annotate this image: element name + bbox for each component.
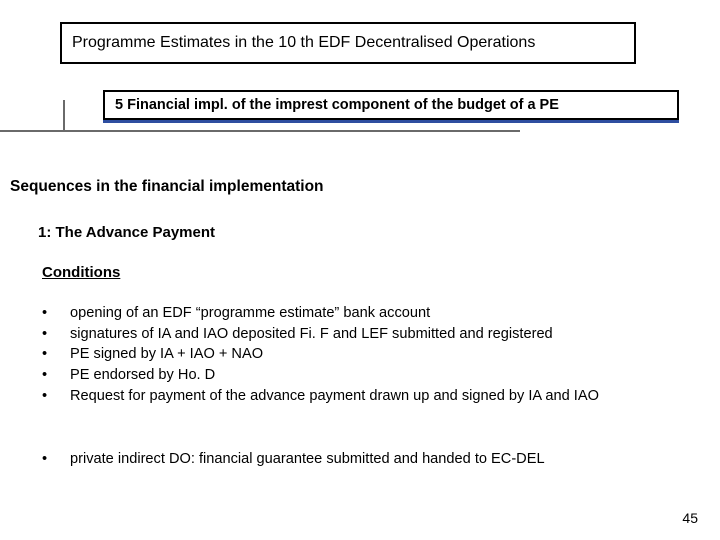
- bullet-item: •PE endorsed by Ho. D: [42, 366, 672, 386]
- heading-sequences: Sequences in the financial implementatio…: [10, 178, 324, 196]
- bullet-item: •opening of an EDF “programme estimate” …: [42, 304, 672, 324]
- bullet-marker: •: [42, 304, 70, 324]
- title-box: Programme Estimates in the 10 th EDF Dec…: [60, 22, 636, 64]
- rule-vertical: [63, 100, 65, 130]
- rule-horizontal: [0, 130, 520, 132]
- heading-conditions: Conditions: [42, 264, 120, 281]
- bullet-list-extra: •private indirect DO: financial guarante…: [42, 450, 672, 471]
- bullet-item: •signatures of IA and IAO deposited Fi. …: [42, 325, 672, 345]
- heading-item-1: 1: The Advance Payment: [38, 224, 215, 241]
- title-text: Programme Estimates in the 10 th EDF Dec…: [72, 34, 535, 52]
- page-number: 45: [682, 510, 698, 526]
- bullet-text: Request for payment of the advance payme…: [70, 387, 672, 407]
- bullet-item: •Request for payment of the advance paym…: [42, 387, 672, 407]
- bullet-item: •private indirect DO: financial guarante…: [42, 450, 672, 470]
- subtitle-box: 5 Financial impl. of the imprest compone…: [103, 90, 679, 120]
- bullet-marker: •: [42, 387, 70, 407]
- bullet-text: PE endorsed by Ho. D: [70, 366, 672, 386]
- subtitle-text: 5 Financial impl. of the imprest compone…: [115, 97, 559, 113]
- bullet-item: •PE signed by IA + IAO + NAO: [42, 345, 672, 365]
- bullet-marker: •: [42, 450, 70, 470]
- bullet-marker: •: [42, 366, 70, 386]
- bullet-text: signatures of IA and IAO deposited Fi. F…: [70, 325, 672, 345]
- bullet-marker: •: [42, 325, 70, 345]
- bullet-text: opening of an EDF “programme estimate” b…: [70, 304, 672, 324]
- subtitle-accent-underline: [103, 120, 679, 123]
- bullet-text: private indirect DO: financial guarantee…: [70, 450, 672, 470]
- slide: Programme Estimates in the 10 th EDF Dec…: [0, 0, 720, 540]
- bullet-list-main: •opening of an EDF “programme estimate” …: [42, 304, 672, 407]
- bullet-text: PE signed by IA + IAO + NAO: [70, 345, 672, 365]
- bullet-marker: •: [42, 345, 70, 365]
